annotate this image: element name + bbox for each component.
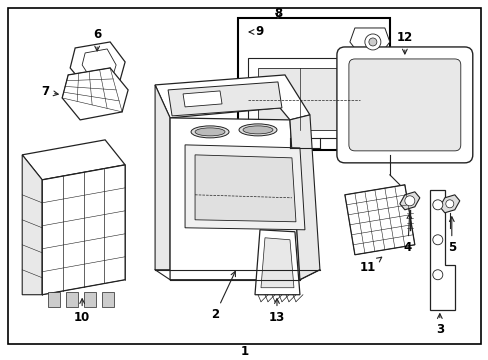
Text: 9: 9 [249, 26, 264, 39]
Circle shape [404, 196, 414, 206]
Polygon shape [247, 58, 359, 138]
Text: 3: 3 [435, 314, 443, 336]
Polygon shape [22, 155, 42, 295]
Circle shape [368, 38, 376, 46]
Polygon shape [254, 230, 299, 295]
Polygon shape [261, 238, 293, 288]
Polygon shape [168, 82, 282, 116]
Polygon shape [82, 49, 116, 79]
Polygon shape [349, 28, 389, 55]
Polygon shape [429, 190, 454, 310]
Text: 1: 1 [241, 345, 248, 358]
Ellipse shape [239, 124, 276, 136]
Bar [238, 18, 389, 150]
Circle shape [364, 34, 380, 50]
Polygon shape [344, 185, 414, 255]
Polygon shape [22, 140, 125, 180]
Text: 6: 6 [93, 28, 101, 51]
Polygon shape [155, 75, 309, 120]
Bar [48, 292, 60, 307]
Text: 13: 13 [268, 299, 285, 324]
Text: 11: 11 [359, 257, 381, 274]
FancyBboxPatch shape [336, 47, 472, 163]
Ellipse shape [195, 128, 224, 136]
Text: 12: 12 [396, 31, 412, 54]
Polygon shape [183, 91, 222, 107]
Bar [66, 292, 78, 307]
Circle shape [432, 270, 442, 280]
Bar [84, 292, 96, 307]
Circle shape [432, 200, 442, 210]
Ellipse shape [243, 126, 272, 134]
Polygon shape [289, 115, 319, 280]
Polygon shape [399, 192, 419, 210]
Polygon shape [155, 85, 170, 270]
Bar [102, 292, 114, 307]
Polygon shape [258, 68, 349, 130]
Ellipse shape [191, 126, 228, 138]
Polygon shape [170, 118, 299, 280]
Text: 7: 7 [41, 85, 58, 98]
Polygon shape [70, 42, 125, 86]
Text: 5: 5 [447, 217, 455, 254]
FancyBboxPatch shape [348, 59, 460, 151]
Text: 2: 2 [210, 271, 235, 321]
Polygon shape [42, 165, 125, 295]
Text: 8: 8 [273, 8, 282, 21]
Text: 4: 4 [403, 214, 411, 254]
Text: 10: 10 [74, 299, 90, 324]
Polygon shape [62, 68, 128, 120]
Circle shape [445, 200, 453, 208]
Polygon shape [184, 145, 305, 230]
Polygon shape [195, 155, 295, 222]
Polygon shape [439, 195, 459, 213]
Circle shape [432, 235, 442, 245]
